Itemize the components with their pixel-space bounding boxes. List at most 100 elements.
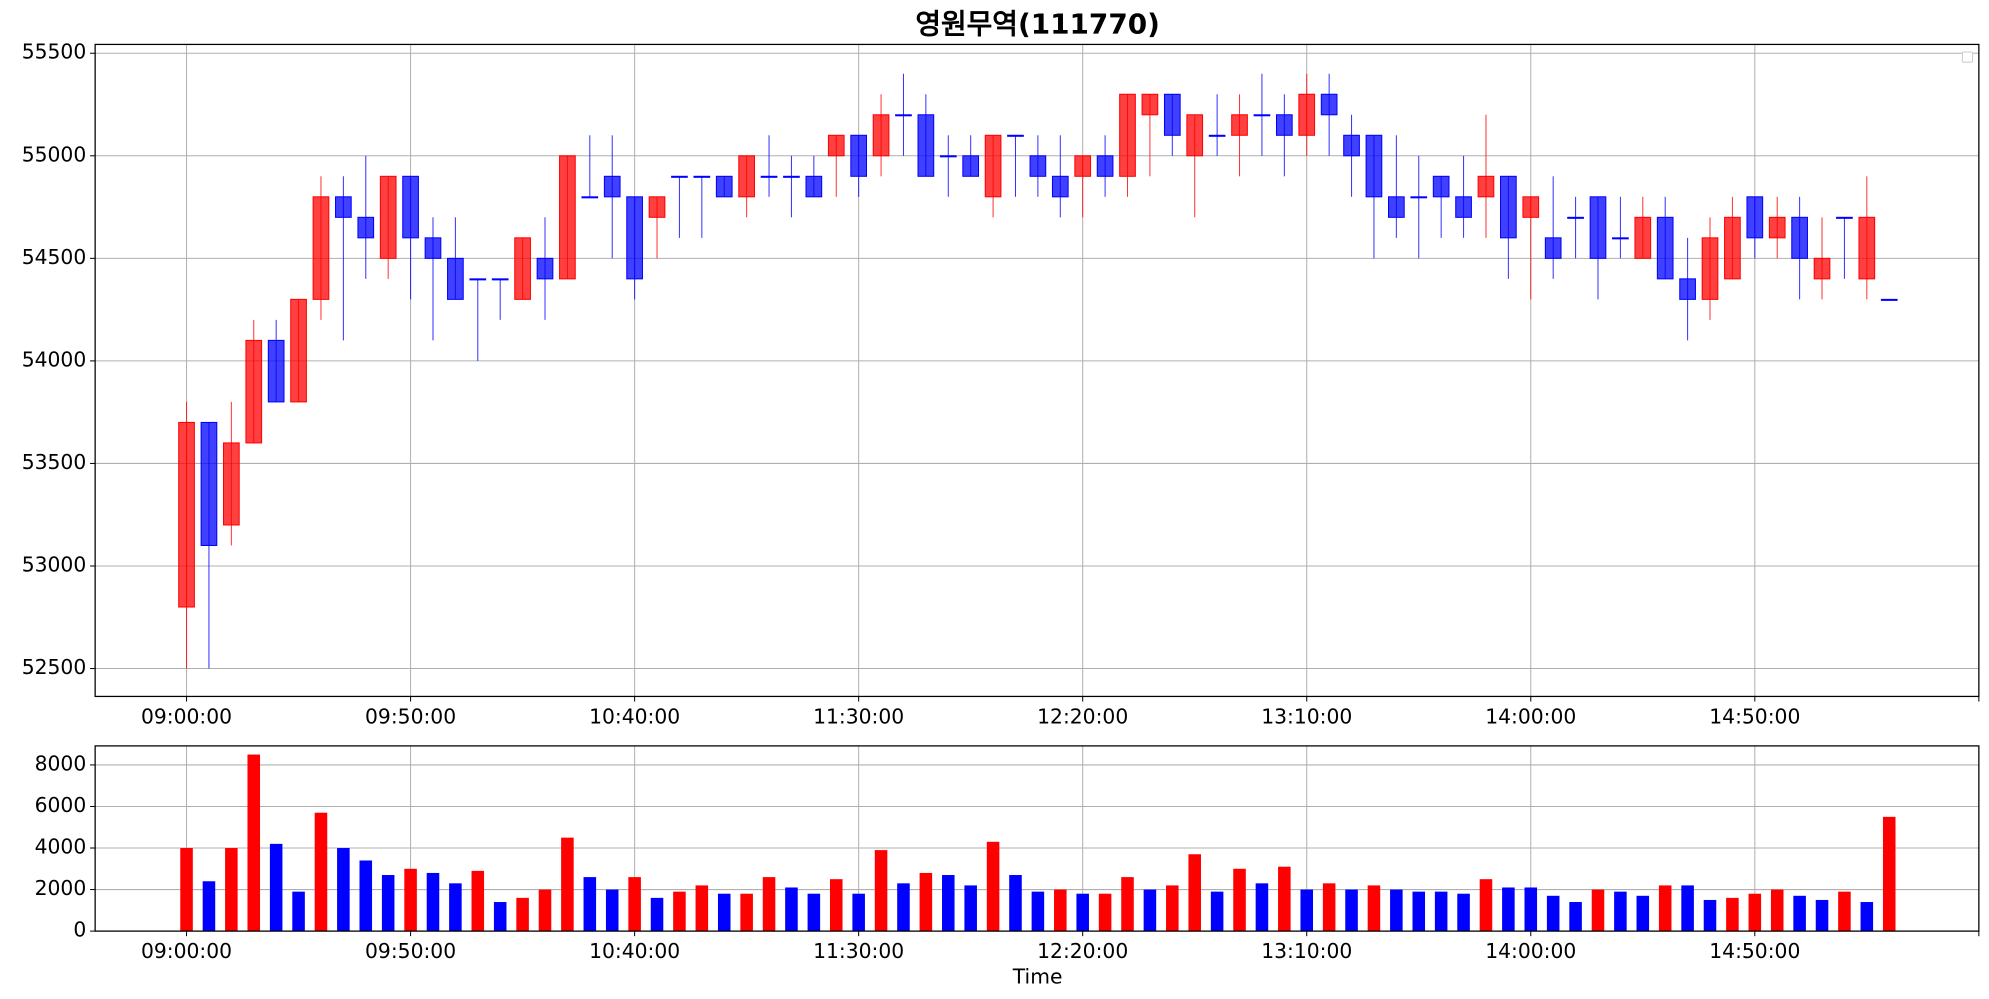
candle-body: [783, 175, 800, 178]
volume-bar: [785, 887, 798, 932]
candle-body: [1813, 257, 1831, 280]
candle-body: [626, 196, 643, 280]
volume-bar: [762, 877, 776, 932]
volume-bar: [1009, 875, 1022, 932]
candle-body: [469, 278, 487, 281]
volume-bar: [1076, 893, 1089, 932]
candle-body: [872, 114, 890, 157]
volume-bar: [583, 877, 597, 932]
volume-bar: [561, 837, 574, 932]
candle-body: [984, 134, 1002, 198]
candle-body: [1231, 114, 1248, 136]
volume-bar: [1367, 885, 1381, 932]
volume-bar: [1703, 899, 1717, 932]
candle-body: [1634, 216, 1652, 259]
volume-bar: [1748, 893, 1762, 932]
candle-body: [267, 339, 285, 403]
candle-body: [1388, 196, 1405, 218]
x-tick-label: 11:30:00: [813, 939, 904, 963]
x-tick-label: 14:00:00: [1485, 939, 1576, 963]
x-tick-label: 09:00:00: [141, 704, 232, 728]
candle-body: [1522, 196, 1540, 218]
candle-body: [1298, 93, 1316, 136]
volume-bar: [1726, 897, 1739, 932]
volume-bar: [1479, 879, 1493, 932]
candle-body: [1544, 237, 1562, 259]
candle-body: [559, 155, 576, 280]
y-tick-label: 52500: [22, 655, 87, 679]
volume-bar: [1345, 889, 1358, 932]
volume-bar: [942, 875, 955, 932]
candle-body: [1074, 155, 1092, 177]
candle-body: [715, 175, 733, 198]
volume-bar: [314, 812, 328, 932]
volume-bar: [1143, 889, 1157, 932]
candle-body: [1701, 237, 1719, 300]
candle-body: [693, 175, 711, 178]
candle-body: [738, 155, 755, 198]
volume-bar: [1121, 877, 1134, 932]
y-tick-label: 54000: [22, 347, 87, 371]
candle-body: [1141, 93, 1159, 116]
y-tick-label: 4000: [35, 835, 87, 859]
volume-bar: [1255, 883, 1269, 932]
volume-bar: [740, 893, 753, 932]
volume-bar: [247, 754, 261, 932]
candle-body: [1768, 216, 1786, 239]
x-tick-label: 10:40:00: [589, 704, 680, 728]
candle-body: [1858, 216, 1876, 280]
volume-bar: [852, 893, 865, 932]
y-tick-label: 53000: [22, 552, 87, 576]
candle-body: [1320, 93, 1338, 116]
volume-bar: [1098, 893, 1112, 932]
volume-bar: [269, 843, 283, 932]
candle-body: [357, 216, 375, 239]
volume-bar: [919, 872, 933, 932]
volume-bar: [1188, 854, 1201, 932]
volume-bar: [449, 883, 462, 932]
volume-bar: [1322, 883, 1336, 932]
candle-body: [671, 175, 688, 178]
volume-bar: [1546, 895, 1560, 932]
volume-bar: [1300, 889, 1314, 932]
candle-body: [290, 298, 307, 403]
y-tick-label: 53500: [22, 450, 87, 474]
candle-body: [1432, 175, 1450, 198]
y-tick-label: 8000: [35, 751, 87, 775]
volume-bar: [1681, 885, 1694, 932]
candle-body: [312, 196, 330, 300]
candle-body: [223, 442, 240, 526]
candle-body: [1275, 114, 1293, 136]
volume-bar: [897, 883, 910, 932]
candle-body: [827, 134, 845, 157]
x-tick-label: 13:10:00: [1261, 939, 1352, 963]
candle-body: [1365, 134, 1383, 198]
candle-body: [379, 175, 397, 259]
x-tick-label: 11:30:00: [813, 704, 904, 728]
y-tick-label: 55000: [22, 142, 87, 166]
candle-body: [1746, 196, 1764, 239]
volume-bar: [695, 885, 709, 932]
candle-body: [1163, 93, 1181, 136]
candle-body: [1724, 216, 1741, 280]
x-tick-label: 12:20:00: [1037, 939, 1128, 963]
candle-body: [1679, 278, 1696, 300]
candle-body: [1007, 134, 1024, 137]
candle-body: [178, 421, 195, 608]
volume-bar: [1838, 891, 1851, 932]
candle-body: [760, 175, 778, 178]
candle-body: [895, 114, 912, 117]
volume-bar: [292, 891, 305, 932]
candle-body: [1410, 196, 1428, 199]
candle-body: [850, 134, 868, 177]
candle-body: [1051, 175, 1069, 198]
candle-body: [1791, 216, 1808, 259]
candle-body: [1880, 298, 1898, 301]
volume-bar: [1860, 902, 1874, 932]
volume-bar: [1457, 893, 1470, 932]
volume-bar: [964, 885, 977, 932]
x-tick-label: 14:50:00: [1709, 939, 1800, 963]
plot-frame: [94, 43, 1980, 698]
